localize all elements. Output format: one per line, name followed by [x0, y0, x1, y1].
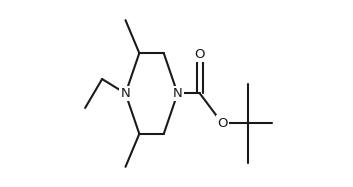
Text: O: O: [217, 117, 227, 130]
Text: N: N: [173, 87, 183, 100]
Text: O: O: [195, 48, 205, 61]
Text: N: N: [121, 87, 130, 100]
